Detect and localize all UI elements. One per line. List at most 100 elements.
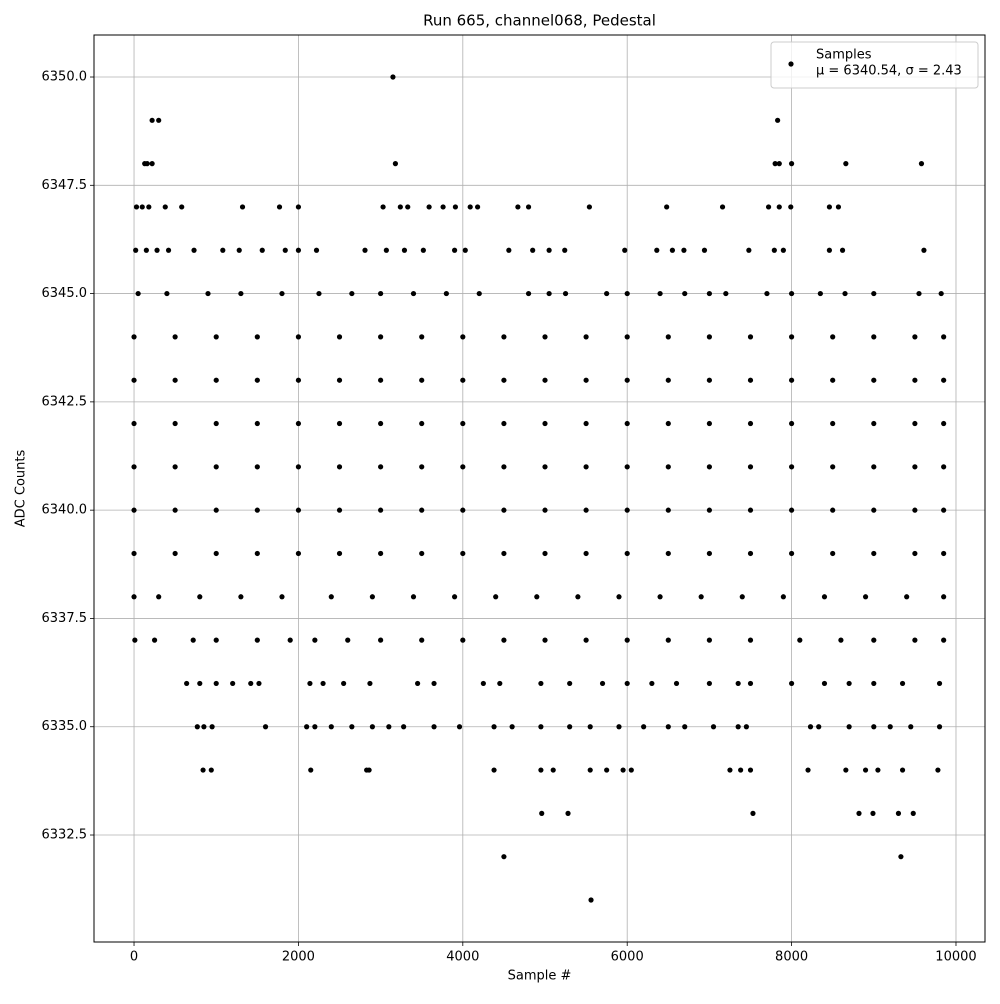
data-point bbox=[254, 377, 260, 383]
data-point bbox=[665, 637, 671, 643]
data-point bbox=[312, 724, 318, 730]
data-point bbox=[682, 290, 688, 297]
data-point bbox=[238, 594, 244, 600]
data-point bbox=[213, 420, 219, 427]
data-point bbox=[295, 247, 302, 253]
data-point bbox=[164, 290, 170, 297]
data-point bbox=[583, 464, 589, 470]
data-point bbox=[788, 507, 795, 513]
data-point bbox=[565, 810, 571, 816]
data-point bbox=[336, 550, 343, 557]
data-point bbox=[378, 420, 384, 427]
data-point bbox=[624, 290, 630, 297]
data-point bbox=[622, 247, 628, 253]
data-point bbox=[349, 290, 355, 297]
data-point bbox=[248, 680, 254, 687]
data-point bbox=[172, 464, 178, 470]
data-point bbox=[788, 204, 794, 210]
y-tick-label: 6337.5 bbox=[42, 611, 88, 626]
data-point bbox=[912, 637, 918, 643]
data-point bbox=[475, 204, 481, 210]
data-point bbox=[378, 507, 384, 513]
data-point bbox=[701, 247, 708, 253]
data-point bbox=[401, 247, 408, 253]
data-point bbox=[230, 680, 236, 687]
y-tick-label: 6340.0 bbox=[42, 503, 88, 518]
data-point bbox=[628, 767, 634, 773]
data-point bbox=[279, 594, 285, 600]
data-point bbox=[870, 810, 876, 816]
data-point bbox=[462, 247, 468, 253]
data-point bbox=[916, 290, 922, 297]
data-point bbox=[904, 594, 910, 600]
data-point bbox=[143, 247, 149, 253]
x-tick-label: 4000 bbox=[446, 950, 479, 965]
data-point bbox=[213, 377, 219, 383]
data-point bbox=[131, 594, 137, 600]
data-point bbox=[194, 724, 200, 730]
data-point bbox=[908, 724, 914, 730]
data-point bbox=[304, 724, 310, 730]
data-point bbox=[583, 334, 589, 340]
data-point bbox=[842, 290, 848, 297]
data-point bbox=[735, 680, 741, 687]
data-point bbox=[624, 637, 630, 643]
data-point bbox=[780, 247, 786, 253]
data-point bbox=[788, 420, 795, 427]
data-point bbox=[345, 637, 351, 643]
data-point bbox=[807, 724, 814, 730]
data-point bbox=[899, 680, 906, 687]
data-point bbox=[871, 724, 877, 730]
data-point bbox=[706, 334, 712, 340]
data-point bbox=[776, 204, 782, 210]
data-point bbox=[665, 507, 671, 513]
data-point bbox=[706, 464, 712, 470]
data-point bbox=[918, 161, 925, 167]
data-point bbox=[912, 377, 918, 383]
data-point bbox=[419, 507, 425, 513]
data-point bbox=[328, 594, 334, 600]
data-point bbox=[452, 204, 459, 210]
y-tick-label: 6342.5 bbox=[42, 394, 88, 409]
data-point bbox=[165, 247, 172, 253]
data-point bbox=[440, 204, 446, 210]
data-point bbox=[254, 334, 260, 340]
data-point bbox=[706, 420, 712, 427]
data-point bbox=[838, 637, 844, 643]
data-point bbox=[941, 594, 947, 600]
data-point bbox=[131, 377, 137, 383]
data-point bbox=[405, 204, 411, 210]
data-point bbox=[419, 334, 425, 340]
y-tick-label: 6347.5 bbox=[42, 178, 88, 193]
legend-box bbox=[770, 41, 979, 89]
points bbox=[131, 74, 947, 903]
data-point bbox=[179, 204, 185, 210]
data-point bbox=[727, 767, 733, 773]
data-point bbox=[401, 724, 407, 730]
data-point bbox=[747, 334, 754, 340]
data-point bbox=[295, 334, 302, 340]
data-point bbox=[846, 724, 852, 730]
data-point bbox=[830, 507, 836, 513]
data-point bbox=[460, 377, 466, 383]
data-point bbox=[213, 334, 219, 340]
data-point bbox=[772, 161, 778, 167]
data-point bbox=[213, 637, 219, 643]
data-point bbox=[501, 854, 507, 860]
data-point bbox=[938, 290, 944, 297]
data-point bbox=[538, 724, 544, 730]
data-point bbox=[307, 680, 313, 687]
data-point bbox=[843, 767, 849, 773]
data-point bbox=[616, 724, 622, 730]
data-point bbox=[336, 464, 343, 470]
data-point bbox=[738, 767, 744, 773]
data-point bbox=[460, 464, 466, 470]
data-point bbox=[830, 334, 836, 340]
data-point bbox=[567, 724, 573, 730]
data-point bbox=[830, 550, 836, 557]
y-tick-label: 6345.0 bbox=[42, 286, 88, 301]
x-axis-label: Sample # bbox=[508, 969, 572, 984]
data-point bbox=[912, 420, 918, 427]
plot-frame bbox=[93, 34, 986, 943]
data-point bbox=[239, 204, 246, 210]
